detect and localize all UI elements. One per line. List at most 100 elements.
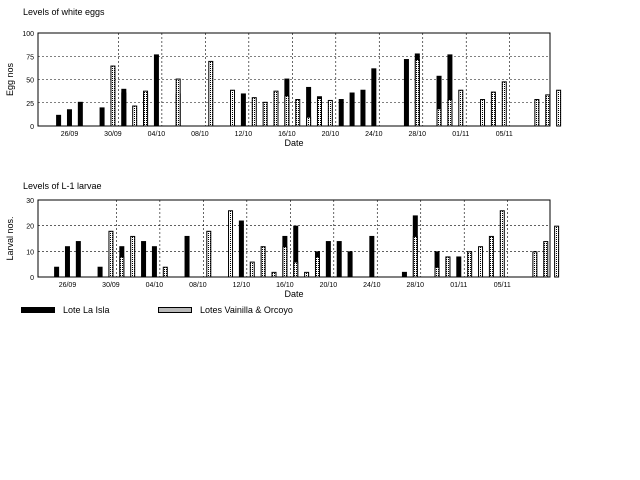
x-tick-label: 30/09 xyxy=(104,131,122,138)
bar-vainilla-orcoyo xyxy=(480,99,486,127)
x-tick-label: 20/10 xyxy=(320,282,338,289)
bar-la-isla xyxy=(403,59,409,126)
bar-la-isla xyxy=(338,99,344,126)
bar-vainilla-orcoyo xyxy=(532,251,538,278)
bar-vainilla-orcoyo xyxy=(175,78,181,127)
bar-la-isla xyxy=(349,92,355,126)
bar-vainilla-orcoyo xyxy=(554,225,560,278)
x-tick-label: 24/10 xyxy=(363,282,381,289)
x-tick-label: 01/11 xyxy=(450,282,467,289)
bar-vainilla-orcoyo xyxy=(490,91,496,127)
bar-vainilla-orcoyo xyxy=(110,65,116,127)
bar-vainilla-orcoyo xyxy=(467,251,473,278)
bar-vainilla-orcoyo xyxy=(501,81,507,127)
bar-la-isla xyxy=(401,271,407,277)
x-tick-label: 24/10 xyxy=(365,131,383,138)
bar-vainilla-orcoyo xyxy=(447,99,453,127)
bar-vainilla-orcoyo xyxy=(251,97,257,127)
y-tick-label: 30 xyxy=(26,198,34,205)
bar-vainilla-orcoyo xyxy=(284,95,290,127)
bar-vainilla-orcoyo xyxy=(545,94,551,127)
bar-vainilla-orcoyo xyxy=(130,235,136,278)
legend-item-la-isla: Lote La Isla xyxy=(21,303,110,317)
bar-vainilla-orcoyo xyxy=(273,90,279,127)
bar-vainilla-orcoyo xyxy=(143,90,149,127)
x-tick-label: 05/11 xyxy=(494,282,511,289)
bar-vainilla-orcoyo xyxy=(304,271,310,278)
bar-vainilla-orcoyo xyxy=(316,98,322,127)
y-tick-label: 20 xyxy=(26,224,34,231)
legend-label-la-isla: Lote La Isla xyxy=(63,305,110,315)
bar-la-isla xyxy=(141,241,147,277)
bar-la-isla xyxy=(184,235,190,277)
bar-vainilla-orcoyo xyxy=(282,246,288,278)
bar-la-isla xyxy=(306,86,312,126)
x-tick-label: 26/09 xyxy=(61,131,79,138)
bar-la-isla xyxy=(360,89,366,126)
bar-la-isla xyxy=(436,75,442,126)
bar-vainilla-orcoyo xyxy=(262,101,268,127)
y-tick-label: 0 xyxy=(30,275,34,282)
bar-la-isla xyxy=(56,114,62,126)
bar-la-isla xyxy=(99,107,105,126)
bar-vainilla-orcoyo xyxy=(556,89,562,127)
x-tick-label: 26/09 xyxy=(59,282,77,289)
x-tick-label: 01/11 xyxy=(452,131,469,138)
bar-la-isla xyxy=(64,246,70,277)
x-tick-label: 12/10 xyxy=(235,131,253,138)
bar-la-isla xyxy=(240,93,246,126)
chart-l1-larvae: 0 10 20 30 26/09 30/09 04/10 08/10 12/10 16/10 20/… xyxy=(5,198,560,299)
bar-la-isla xyxy=(151,246,157,277)
bar-la-isla xyxy=(121,88,127,126)
x-tick-label: 04/10 xyxy=(148,131,166,138)
bar-la-isla xyxy=(336,241,342,277)
bar-la-isla xyxy=(75,241,81,277)
y-axis-label: Larval nos. xyxy=(5,216,15,260)
bar-la-isla xyxy=(54,266,60,277)
bar-la-isla xyxy=(434,251,440,277)
bar-vainilla-orcoyo xyxy=(228,210,234,278)
y-tick-label: 50 xyxy=(26,78,34,85)
legend-item-vainilla-orcoyo: Lotes Vainilla & Orcoyo xyxy=(158,303,293,317)
bar-vainilla-orcoyo xyxy=(230,89,236,127)
y-axis-label: Egg nos xyxy=(5,62,15,96)
x-tick-label: 08/10 xyxy=(191,131,209,138)
bar-la-isla xyxy=(293,225,299,277)
x-tick-label: 28/10 xyxy=(407,282,425,289)
bar-vainilla-orcoyo xyxy=(119,256,125,278)
bar-vainilla-orcoyo xyxy=(132,105,138,127)
bar-vainilla-orcoyo xyxy=(314,256,320,278)
bar-vainilla-orcoyo xyxy=(206,230,212,278)
chart-white-eggs: 0 25 50 75 100 26/09 30/09 04/10 08/10 12/10 16/10… xyxy=(5,31,562,148)
bar-la-isla xyxy=(325,241,331,277)
bar-la-isla xyxy=(66,109,72,126)
bar-vainilla-orcoyo xyxy=(306,116,312,127)
x-axis-label: Date xyxy=(284,138,303,148)
bar-vainilla-orcoyo xyxy=(478,246,484,278)
bar-vainilla-orcoyo xyxy=(293,261,299,278)
x-axis-label: Date xyxy=(284,289,303,299)
bar-vainilla-orcoyo xyxy=(327,99,333,127)
bar-vainilla-orcoyo xyxy=(271,271,277,278)
bar-la-isla xyxy=(456,256,462,277)
bar-vainilla-orcoyo xyxy=(295,99,301,127)
y-tick-label: 10 xyxy=(26,249,34,256)
bar-vainilla-orcoyo xyxy=(108,230,114,278)
y-tick-label: 0 xyxy=(30,124,34,131)
bar-vainilla-orcoyo xyxy=(543,241,549,278)
bar-vainilla-orcoyo xyxy=(499,210,505,278)
legend-label-vainilla-orcoyo: Lotes Vainilla & Orcoyo xyxy=(200,305,293,315)
bar-la-isla xyxy=(447,54,453,126)
bar-vainilla-orcoyo xyxy=(260,246,266,278)
bar-vainilla-orcoyo xyxy=(162,266,168,278)
bar-vainilla-orcoyo xyxy=(458,89,464,127)
x-tick-label: 12/10 xyxy=(233,282,251,289)
bar-la-isla xyxy=(238,220,244,277)
chart-title-larvae: Levels of L-1 larvae xyxy=(23,181,102,191)
bar-vainilla-orcoyo xyxy=(445,256,451,278)
bar-vainilla-orcoyo xyxy=(488,235,494,278)
y-tick-label: 75 xyxy=(26,54,34,61)
x-tick-label: 08/10 xyxy=(189,282,207,289)
x-tick-label: 28/10 xyxy=(409,131,427,138)
bar-vainilla-orcoyo xyxy=(208,60,214,127)
